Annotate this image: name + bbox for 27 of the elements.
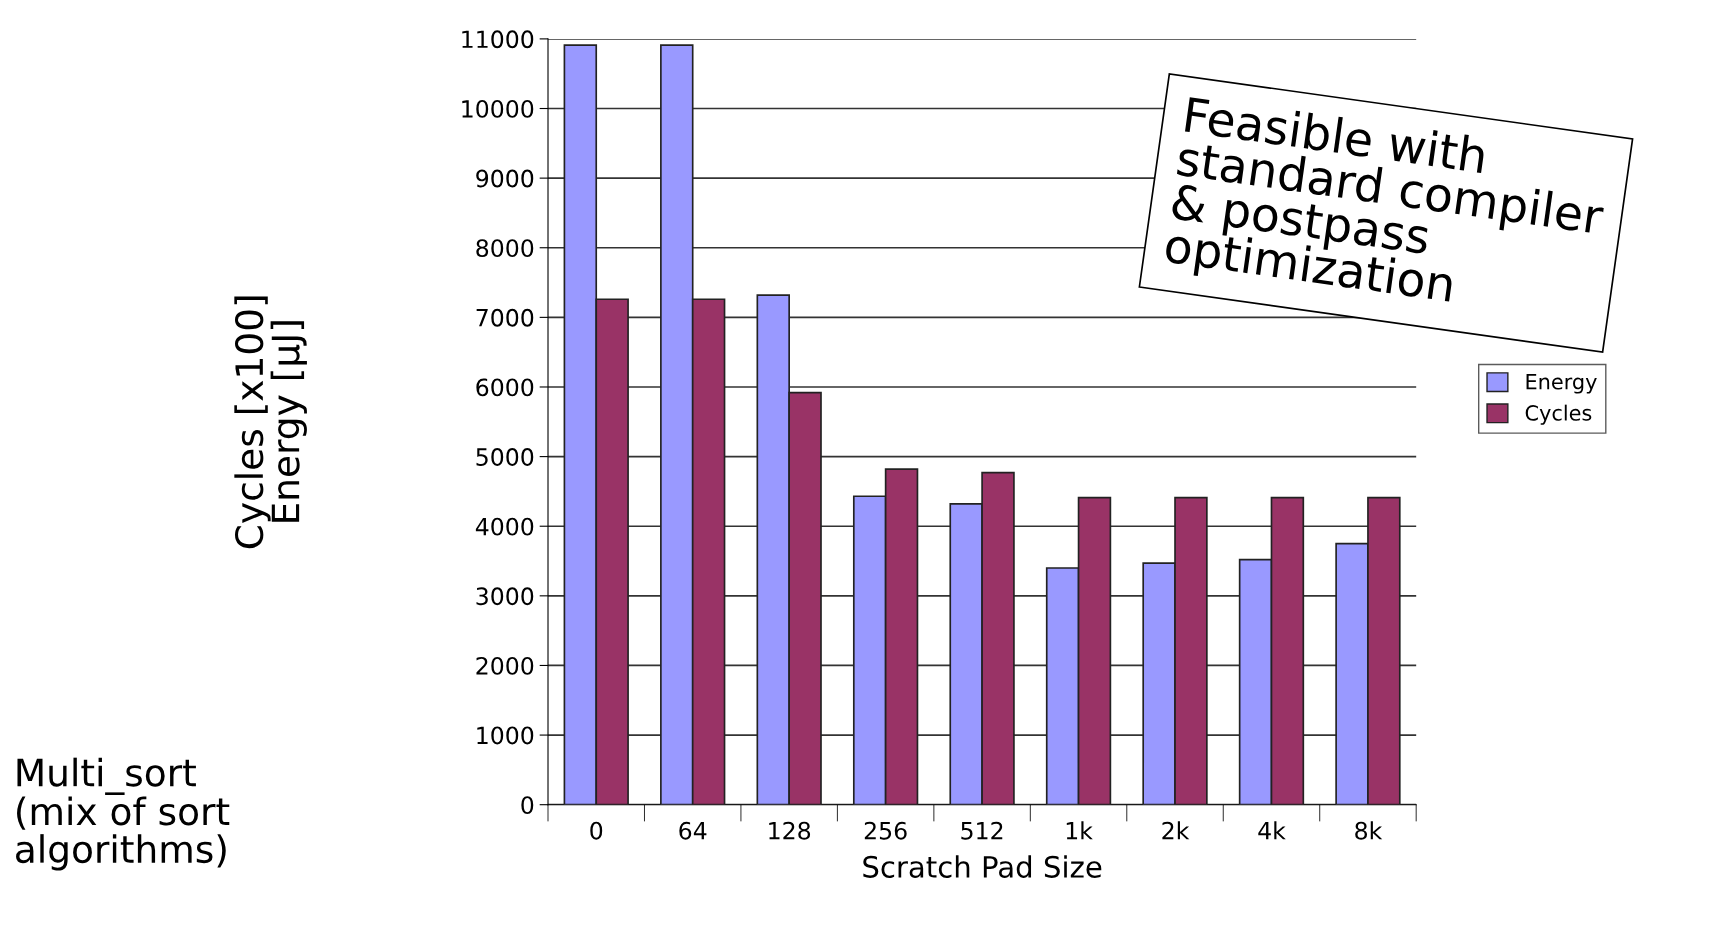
text: Multi_sort (mix of sort algorithms) xyxy=(16,757,230,871)
y-tick-label: 0 xyxy=(521,796,534,814)
x-tick-label: 0 xyxy=(590,821,603,840)
y-tick-label: 10000 xyxy=(462,99,534,118)
x-tick-label: 2k xyxy=(1162,821,1190,840)
y-tick-label: 9000 xyxy=(476,169,534,188)
x-tick-label: 64 xyxy=(679,821,707,840)
x-tick-label: 128 xyxy=(769,821,811,840)
y-tick-label: 4000 xyxy=(475,517,534,536)
annotation: Feasible with standard compiler & postpass optimization xyxy=(1163,95,1606,312)
y-tick-label: 11000 xyxy=(462,30,534,49)
x-tick-label: 1k xyxy=(1066,821,1093,840)
y-tick-label: 7000 xyxy=(476,308,534,327)
y-tick-label: 2000 xyxy=(476,656,534,675)
x-axis-title: Scratch Pad Size xyxy=(863,855,1102,878)
x-tick-label: 4k xyxy=(1258,821,1286,840)
y-axis-title: Cycles [x100] Energy [µJ] xyxy=(234,296,307,549)
y-tick-label: 1000 xyxy=(477,726,534,745)
legend-label: Cycles xyxy=(1525,404,1592,425)
y-tick-label: 5000 xyxy=(476,448,534,466)
x-tick-label: 512 xyxy=(961,821,1003,840)
y-tick-label: 3000 xyxy=(476,587,534,606)
y-tick-label: 6000 xyxy=(476,378,534,397)
x-tick-label: 256 xyxy=(864,821,907,840)
x-tick-label: 8k xyxy=(1355,821,1383,840)
legend-label: Energy xyxy=(1526,374,1597,394)
y-tick-label: 8000 xyxy=(476,239,534,258)
